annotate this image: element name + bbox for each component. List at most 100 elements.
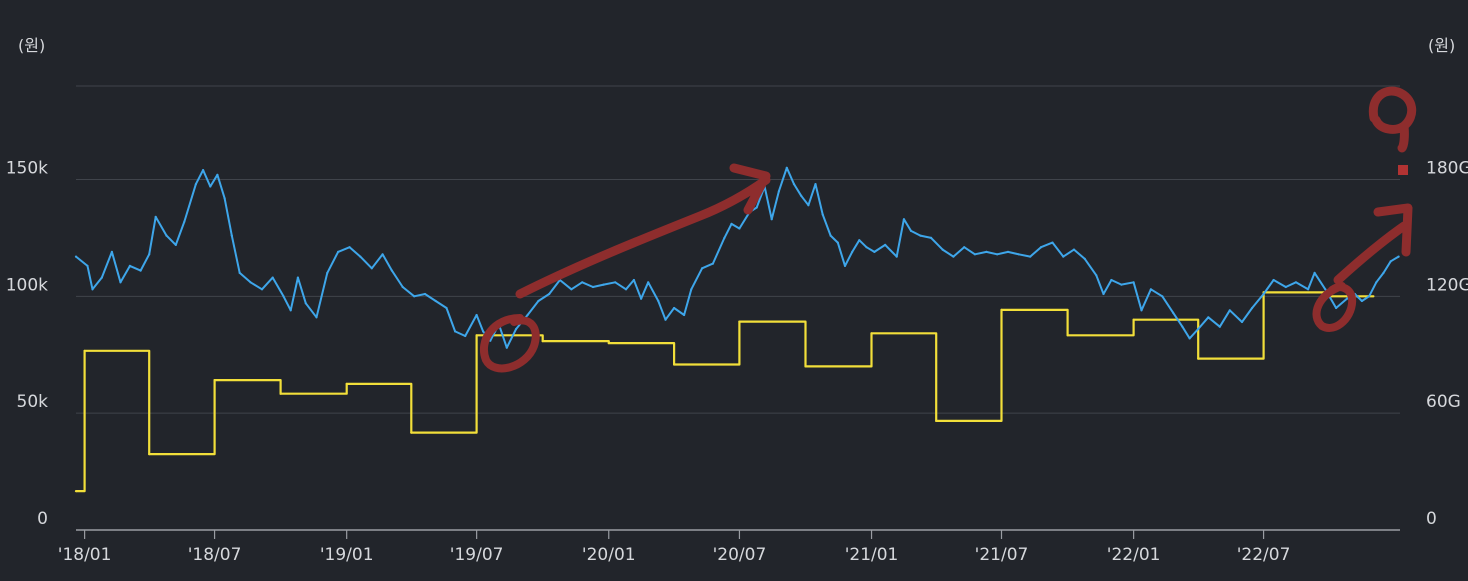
data-point <box>632 278 636 282</box>
data-point <box>526 313 529 317</box>
data-point <box>279 392 282 395</box>
data-point <box>963 246 966 249</box>
data-point <box>730 222 733 225</box>
data-point <box>1372 295 1375 298</box>
x-axis-tick-label: '22/01 <box>1107 545 1161 565</box>
data-point <box>282 295 285 298</box>
data-point <box>326 271 329 274</box>
data-point <box>829 234 832 237</box>
data-point <box>614 281 617 284</box>
right-axis-tick-label: 0 <box>1426 509 1437 529</box>
data-point <box>541 340 544 343</box>
data-point <box>370 267 373 270</box>
data-point <box>581 281 584 284</box>
data-point <box>624 288 628 291</box>
data-point <box>895 255 898 258</box>
data-point <box>1240 320 1244 324</box>
data-point <box>202 169 205 172</box>
data-point <box>1375 281 1378 284</box>
data-point <box>607 342 610 345</box>
data-point <box>1228 309 1231 312</box>
data-point <box>174 243 177 246</box>
data-point <box>434 299 437 303</box>
left-axis-tick-label: 150k <box>6 158 48 178</box>
data-point <box>755 206 758 209</box>
data-point <box>475 334 478 337</box>
left-axis-tick-label: 100k <box>6 275 48 295</box>
data-point <box>1207 316 1210 319</box>
data-point <box>673 363 676 366</box>
x-axis-tick-label: '20/01 <box>582 545 636 565</box>
gridlines <box>76 85 1400 531</box>
data-point <box>1062 255 1065 258</box>
right-axis-tick-label: 120G <box>1426 275 1468 295</box>
data-point <box>843 264 847 267</box>
data-point <box>505 346 508 349</box>
data-point <box>858 239 861 242</box>
data-point <box>785 166 788 169</box>
data-point <box>154 215 157 218</box>
data-point <box>139 269 142 272</box>
data-point <box>1161 295 1164 298</box>
data-point <box>1110 278 1113 282</box>
data-point <box>1389 260 1392 263</box>
data-point <box>690 288 693 291</box>
data-point <box>515 327 518 331</box>
data-point <box>83 349 86 352</box>
data-point <box>723 236 726 239</box>
left-axis-tick-label: 50k <box>17 392 49 412</box>
data-point <box>602 283 605 286</box>
data-point <box>902 218 906 221</box>
data-point <box>711 262 715 265</box>
annotation-question-mark <box>1368 86 1417 153</box>
data-point <box>1197 357 1200 360</box>
data-point <box>454 330 457 333</box>
data-point <box>941 248 944 251</box>
data-point <box>1360 299 1363 303</box>
data-point <box>315 316 318 319</box>
data-point <box>1006 250 1010 253</box>
data-point <box>647 281 650 284</box>
data-point <box>1345 297 1348 300</box>
data-point <box>570 288 573 291</box>
data-point <box>445 306 448 310</box>
data-point <box>1172 311 1175 314</box>
data-point <box>216 173 219 176</box>
data-point <box>165 234 168 237</box>
data-point <box>996 253 999 256</box>
data-point <box>821 213 824 216</box>
data-point <box>1397 255 1400 258</box>
data-point <box>260 288 264 291</box>
data-point <box>1066 334 1069 337</box>
data-point <box>683 313 686 317</box>
data-point <box>1140 309 1143 312</box>
data-point <box>213 379 216 382</box>
data-point <box>909 229 913 232</box>
data-point <box>86 264 89 267</box>
data-point <box>873 250 876 253</box>
data-point <box>664 318 667 321</box>
data-point <box>1262 292 1265 296</box>
data-point <box>548 292 551 296</box>
x-axis-tick-label: '18/01 <box>58 545 112 565</box>
data-point <box>1284 285 1287 289</box>
data-point <box>345 382 348 385</box>
data-point <box>401 285 404 289</box>
data-point <box>1294 281 1297 284</box>
data-point <box>807 204 810 207</box>
data-point <box>851 250 854 253</box>
data-point <box>836 241 839 244</box>
data-point <box>348 246 351 249</box>
data-point <box>423 292 427 296</box>
x-axis-tick-label: '20/07 <box>713 545 767 565</box>
data-point <box>777 190 781 193</box>
data-point <box>464 334 467 338</box>
handwritten-annotations <box>480 86 1417 373</box>
data-point <box>738 320 741 323</box>
data-point <box>770 218 773 221</box>
data-point <box>209 185 212 188</box>
data-point <box>489 339 492 342</box>
data-point <box>1149 288 1152 291</box>
data-point <box>935 419 938 422</box>
data-point <box>194 183 197 186</box>
